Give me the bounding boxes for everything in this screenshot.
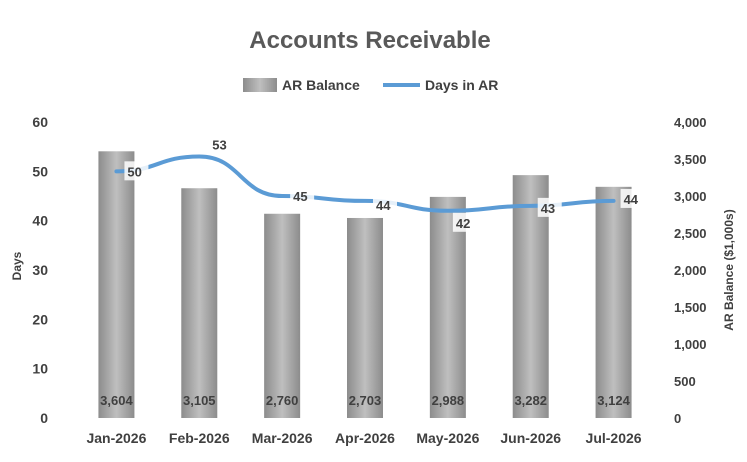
right-tick-label: 1,000 xyxy=(674,337,707,352)
bar xyxy=(347,217,383,418)
right-tick-label: 3,500 xyxy=(674,152,707,167)
bar-data-label: 2,703 xyxy=(349,393,382,408)
line-label-bg xyxy=(537,197,562,217)
left-tick-label: 30 xyxy=(32,262,48,278)
bar xyxy=(98,151,135,418)
left-tick-label: 20 xyxy=(32,311,48,327)
line-data-label: 43 xyxy=(541,201,555,216)
x-tick-label: Jun-2026 xyxy=(500,430,561,446)
bar xyxy=(595,186,632,418)
line-labels-group: 50 53 45 44 42 43 44 xyxy=(124,134,645,232)
bars-group xyxy=(98,151,632,418)
line-label-bg xyxy=(620,188,645,208)
bar-labels-group: 3,604 3,105 2,760 2,703 2,988 3,282 3,124 xyxy=(100,393,630,408)
bar-data-label: 2,760 xyxy=(266,393,299,408)
right-axis-ticks: 0 500 1,000 1,500 2,000 2,500 3,000 3,500 4,000 xyxy=(674,115,707,426)
line-label-bg xyxy=(452,212,477,232)
left-tick-label: 10 xyxy=(32,361,48,377)
legend: AR Balance Days in AR xyxy=(243,77,498,93)
right-tick-label: 2,500 xyxy=(674,226,707,241)
x-tick-label: Jan-2026 xyxy=(86,430,146,446)
right-tick-label: 4,000 xyxy=(674,115,707,130)
right-tick-label: 2,000 xyxy=(674,263,707,278)
line-group xyxy=(114,154,616,213)
legend-label-days-in-ar: Days in AR xyxy=(425,77,498,93)
x-tick-label: Apr-2026 xyxy=(335,430,395,446)
line-label-bg xyxy=(373,194,397,214)
line-data-label: 44 xyxy=(376,198,391,213)
line-data-label: 42 xyxy=(456,216,470,231)
x-tick-label: May-2026 xyxy=(416,430,479,446)
bar-data-label: 3,105 xyxy=(183,393,216,408)
legend-swatch-ar-balance xyxy=(243,78,277,92)
bar-data-label: 3,124 xyxy=(597,393,630,408)
line-label-bg xyxy=(209,134,234,154)
bar-data-label: 2,988 xyxy=(432,393,465,408)
x-tick-label: Jul-2026 xyxy=(586,430,642,446)
left-tick-label: 40 xyxy=(32,213,48,229)
bar xyxy=(429,196,466,418)
x-axis-ticks: Jan-2026 Feb-2026 Mar-2026 Apr-2026 May-2026… xyxy=(86,430,641,446)
line-label-bg xyxy=(124,161,149,181)
chart-title: Accounts Receivable xyxy=(249,27,490,54)
x-tick-label: Mar-2026 xyxy=(252,430,313,446)
bar xyxy=(264,213,301,418)
left-tick-label: 0 xyxy=(40,410,48,426)
right-tick-label: 0 xyxy=(674,411,681,426)
right-tick-label: 500 xyxy=(674,374,696,389)
x-tick-label: Feb-2026 xyxy=(169,430,230,446)
right-axis-title: AR Balance ($1,000s) xyxy=(722,209,736,330)
right-tick-label: 1,500 xyxy=(674,300,707,315)
line-label-bg xyxy=(290,186,315,205)
left-tick-label: 50 xyxy=(32,163,48,179)
bar xyxy=(181,188,218,418)
bar-data-label: 3,282 xyxy=(514,393,547,408)
left-axis-title: Days xyxy=(10,251,24,280)
line-data-label: 53 xyxy=(212,138,226,153)
line-data-label: 45 xyxy=(293,189,307,204)
left-axis-ticks: 0 10 20 30 40 50 60 xyxy=(32,114,48,426)
days-in-ar-line xyxy=(114,154,616,213)
line-data-label: 50 xyxy=(127,164,141,179)
legend-label-ar-balance: AR Balance xyxy=(282,77,360,93)
left-tick-label: 60 xyxy=(32,114,48,130)
right-tick-label: 3,000 xyxy=(674,189,707,204)
bar-data-label: 3,604 xyxy=(100,393,133,408)
line-data-label: 44 xyxy=(624,192,639,207)
